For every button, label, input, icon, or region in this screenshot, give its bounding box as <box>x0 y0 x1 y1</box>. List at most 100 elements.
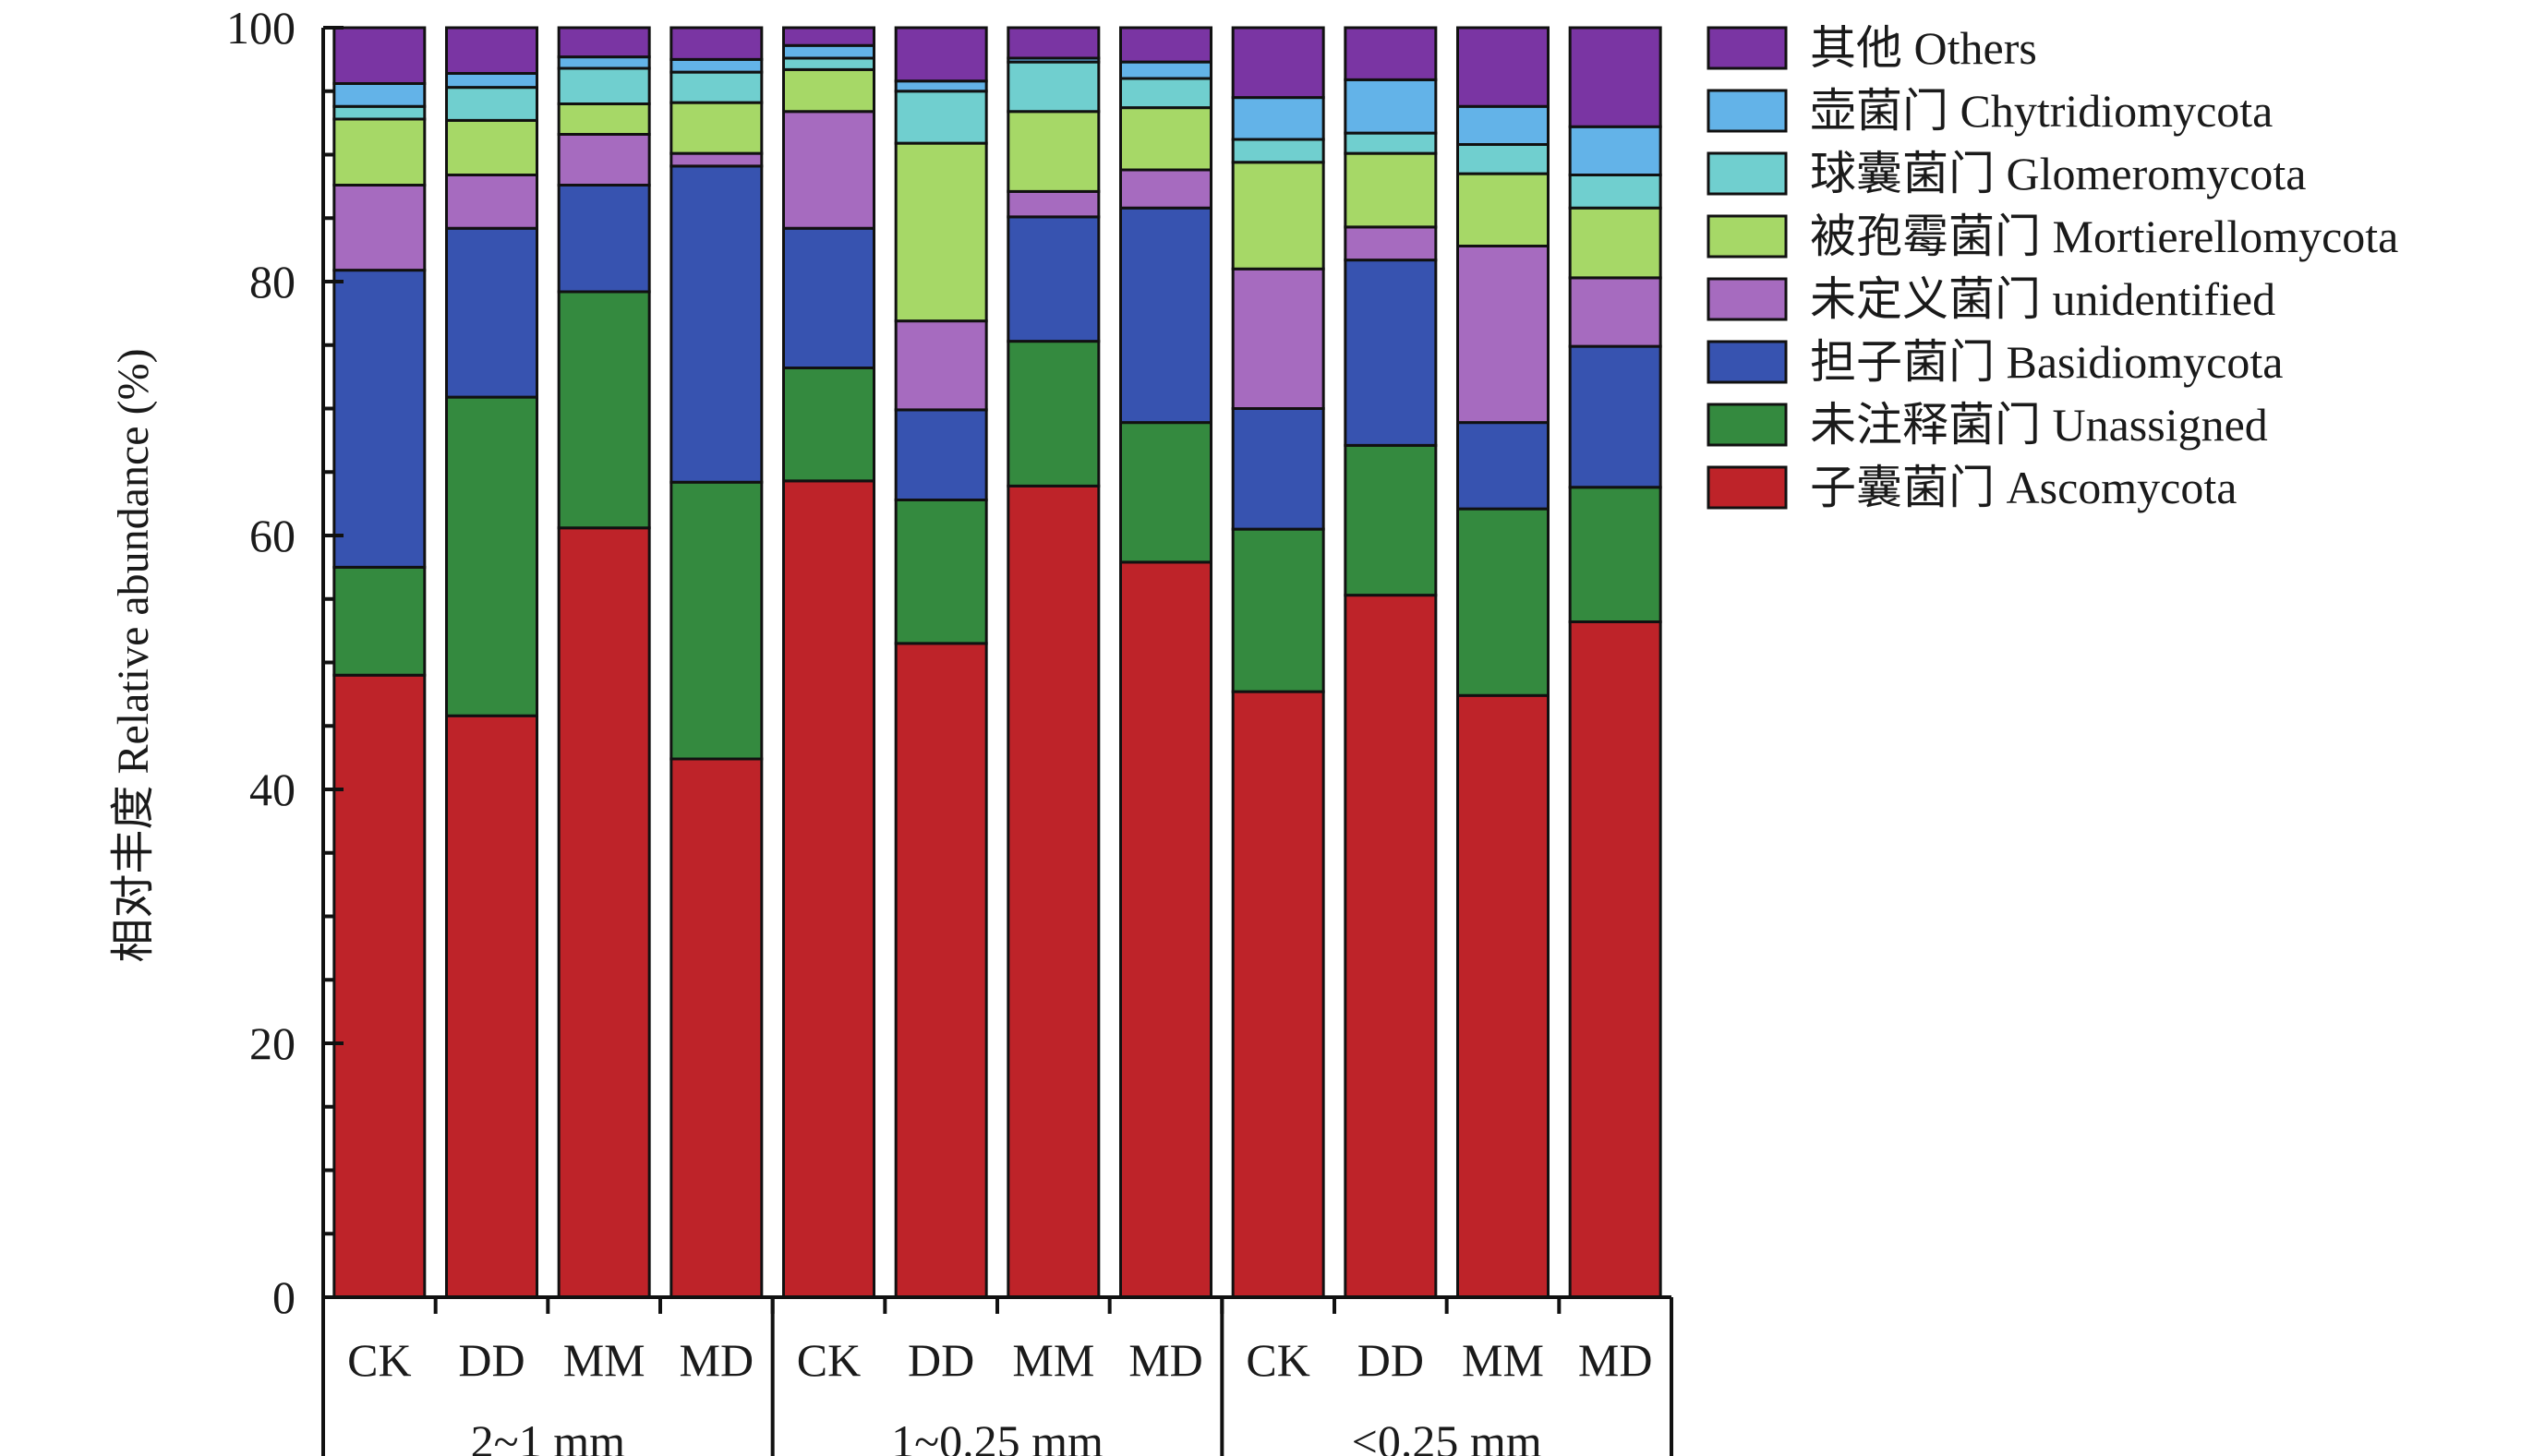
bar-segment <box>1344 225 1438 262</box>
bar-segment <box>669 164 764 484</box>
bar-segment <box>1119 206 1212 425</box>
bar-segment <box>894 141 988 323</box>
bar-segment <box>1456 172 1550 247</box>
bar-segment <box>1456 26 1550 108</box>
bar-segment <box>1007 60 1101 114</box>
x-tick-label: DD <box>1357 1334 1424 1386</box>
bar-segment <box>782 367 875 483</box>
bar-segment <box>1344 131 1438 155</box>
bar-segment <box>669 101 764 155</box>
x-tick-label: MM <box>563 1334 645 1386</box>
bar-segment <box>332 673 427 1299</box>
bar-segment <box>445 714 538 1299</box>
bar-segment <box>1568 174 1662 210</box>
legend-swatch <box>1707 465 1788 510</box>
legend-label: 其他 Others <box>1810 22 2037 74</box>
legend-label: 子囊菌门 Ascomycota <box>1810 462 2237 513</box>
legend-swatch <box>1707 214 1788 259</box>
bar-segment <box>1231 138 1325 164</box>
bar-segment <box>445 174 538 230</box>
bar-segment <box>669 57 764 74</box>
y-tick-label: 40 <box>249 764 296 815</box>
bar-segment <box>1344 594 1438 1299</box>
bar-segment <box>332 565 427 677</box>
legend-label: 未定义菌门 unidentified <box>1810 273 2275 325</box>
group-label: <0.25 mm <box>1352 1415 1542 1456</box>
legend-label: 球囊菌门 Glomeromycota <box>1810 148 2306 199</box>
bar-segment <box>1231 161 1325 271</box>
bar-segment <box>669 757 764 1299</box>
x-tick-label: MM <box>1462 1334 1544 1386</box>
bar-segment <box>782 110 875 230</box>
bar-segment <box>1568 125 1662 176</box>
y-axis-label-group: 相对丰度 Relative abundance (%) <box>109 348 158 962</box>
bar-segment <box>557 55 651 70</box>
bar-segment <box>445 226 538 399</box>
bar-segment <box>1119 60 1212 80</box>
legend-label: 被孢霉菌门 Mortierellomycota <box>1810 211 2398 262</box>
bar-segment <box>557 133 651 187</box>
bar-segment <box>557 66 651 105</box>
legend-swatch <box>1707 151 1788 196</box>
bar-segment <box>669 151 764 168</box>
legend-swatch <box>1707 340 1788 384</box>
bar-segment <box>557 102 651 136</box>
x-tick-label: CK <box>1246 1334 1309 1386</box>
bar-segment <box>332 26 427 85</box>
group-label: 2~1 mm <box>471 1415 625 1456</box>
bar-segment <box>782 43 875 60</box>
x-tick-label: MD <box>1128 1334 1203 1386</box>
legend: 其他 Others 壶菌门 Chytridiomycota 球囊菌门 Glomero… <box>1707 22 2398 513</box>
bar-segment <box>1007 340 1101 487</box>
bar-segment <box>669 480 764 761</box>
bar-segment <box>782 26 875 47</box>
legend-swatch <box>1707 26 1788 70</box>
bar-segment <box>1119 26 1212 64</box>
y-tick-label: 60 <box>249 510 296 561</box>
x-tick-label: CK <box>347 1334 411 1386</box>
bar-segment <box>669 26 764 61</box>
bar-segment <box>1344 78 1438 135</box>
bar-segment <box>782 479 875 1299</box>
bar-segment <box>445 72 538 90</box>
bar-segment <box>894 408 988 501</box>
bar-segment <box>782 56 875 71</box>
bar-segment <box>332 104 427 121</box>
bar-segment <box>894 642 988 1299</box>
bar-segment <box>1344 26 1438 81</box>
bar-segment <box>445 118 538 176</box>
bar-segment <box>1007 484 1101 1299</box>
bar-segment <box>894 90 988 145</box>
bar-segment <box>894 319 988 412</box>
bar-segment <box>445 26 538 75</box>
bar-segment <box>557 290 651 530</box>
bar-segment <box>1456 143 1550 175</box>
legend-swatch <box>1707 89 1788 133</box>
bar-segment <box>1344 443 1438 597</box>
bar-segment <box>894 26 988 83</box>
y-tick-label: 100 <box>226 2 296 54</box>
bar-segment <box>1568 620 1662 1299</box>
bar-segment <box>1456 693 1550 1299</box>
bar-segment <box>1456 507 1550 697</box>
legend-swatch <box>1707 403 1788 447</box>
y-tick-label: 20 <box>249 1017 296 1069</box>
bar-segment <box>1119 560 1212 1299</box>
x-tick-label: MM <box>1012 1334 1094 1386</box>
bar-segment <box>1456 421 1550 511</box>
bar-segment <box>557 184 651 294</box>
bar-segment <box>1119 168 1212 210</box>
bar-segment <box>445 395 538 717</box>
bar-segment <box>894 79 988 93</box>
axes-layer: CK DD MM MD CK DD MM MD CK DD MM MD 0 20 40 60 80 100 2~1 … <box>226 2 1673 1456</box>
bar-segment <box>1568 26 1662 128</box>
bar-segment <box>1231 26 1325 100</box>
bar-segment <box>1007 215 1101 343</box>
x-tick-label: MD <box>680 1334 754 1386</box>
bar-segment <box>1231 407 1325 531</box>
bar-segment <box>1456 245 1550 425</box>
bar-segment <box>1456 104 1550 146</box>
bar-segment <box>557 26 651 59</box>
bar-segment <box>1007 189 1101 219</box>
